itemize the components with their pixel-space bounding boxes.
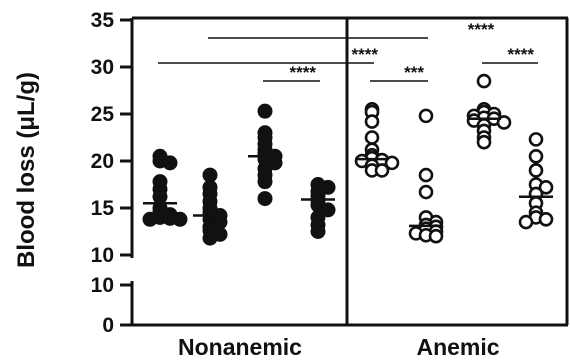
- data-point: [528, 163, 544, 178]
- data-point: [538, 180, 554, 195]
- y-axis-ticks: 10 15 20 25 30 35 0 10: [91, 9, 132, 337]
- data-point: [364, 114, 380, 129]
- y-tick-label: 25: [91, 103, 115, 126]
- data-point: [257, 103, 273, 119]
- group-label-anemic: Anemic: [416, 334, 499, 360]
- significance-label: ****: [468, 20, 495, 39]
- y-tick-label: 20: [91, 150, 114, 173]
- data-point: [518, 214, 534, 230]
- y-tick-label: 10: [91, 244, 114, 267]
- significance-annotations: *******************: [158, 20, 538, 82]
- data-point: [418, 184, 434, 200]
- data-point: [476, 134, 492, 150]
- data-point: [374, 163, 390, 178]
- data-point: [310, 224, 326, 239]
- data-point: [476, 73, 492, 89]
- data-point: [528, 149, 544, 164]
- data-point: [162, 155, 178, 171]
- data-point: [418, 167, 434, 183]
- significance-label: ****: [352, 45, 379, 64]
- data-point: [528, 132, 544, 147]
- y-axis-label: Blood loss (μL/g): [13, 72, 40, 268]
- data-point: [364, 130, 380, 145]
- y-tick-label: 0: [102, 314, 114, 337]
- data-point: [538, 211, 554, 227]
- y-tick-label: 35: [91, 9, 115, 32]
- y-tick-label: 15: [91, 197, 115, 220]
- median-lines: [143, 117, 553, 228]
- group-label-nonanemic: Nonanemic: [178, 334, 302, 360]
- data-point: [257, 191, 273, 207]
- data-point: [418, 108, 434, 124]
- significance-label: ****: [290, 63, 317, 82]
- y-tick-label: 10: [91, 274, 114, 297]
- data-points: [142, 73, 554, 246]
- data-point: [428, 228, 444, 244]
- data-point: [202, 230, 218, 246]
- significance-label: ***: [404, 63, 424, 82]
- data-point: [320, 202, 336, 218]
- data-point: [142, 211, 158, 227]
- y-tick-label: 30: [91, 56, 114, 79]
- data-point: [172, 211, 188, 227]
- significance-label: ****: [508, 45, 535, 64]
- data-point: [257, 174, 273, 190]
